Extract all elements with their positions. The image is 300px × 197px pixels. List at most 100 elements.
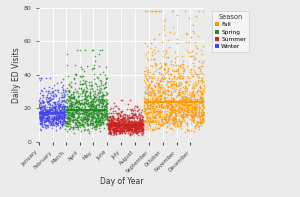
Point xyxy=(122,126,126,129)
Point xyxy=(101,113,106,116)
Point xyxy=(149,108,154,111)
Point xyxy=(90,121,95,125)
Point xyxy=(133,124,138,127)
Point xyxy=(115,112,119,115)
Point xyxy=(140,128,145,131)
Point xyxy=(132,129,137,132)
Point xyxy=(52,106,57,109)
Point xyxy=(133,129,138,132)
Point xyxy=(51,115,56,118)
Point xyxy=(178,81,183,84)
Point xyxy=(86,108,91,112)
Point xyxy=(122,118,126,121)
Point xyxy=(59,114,64,117)
Point xyxy=(124,113,129,116)
Point xyxy=(151,88,156,92)
Point xyxy=(38,120,43,123)
Point xyxy=(114,122,119,125)
Point xyxy=(84,110,89,113)
Point xyxy=(47,102,52,105)
Point xyxy=(160,90,165,93)
Point xyxy=(103,111,108,114)
Point xyxy=(134,128,139,131)
Point xyxy=(105,114,110,117)
Point xyxy=(70,115,74,118)
Point xyxy=(98,118,102,121)
Point xyxy=(144,83,148,86)
Point xyxy=(65,98,70,101)
Point xyxy=(149,99,154,102)
Point xyxy=(46,118,51,121)
Point xyxy=(145,102,150,105)
Point xyxy=(60,123,65,126)
Point xyxy=(183,102,188,105)
Point xyxy=(128,131,133,134)
Point xyxy=(76,121,81,124)
Point xyxy=(127,130,131,133)
Point xyxy=(47,108,52,111)
Point xyxy=(159,94,164,97)
Point xyxy=(69,95,74,98)
Point xyxy=(67,99,71,102)
Point xyxy=(48,107,52,111)
Point xyxy=(140,124,145,127)
Point xyxy=(120,121,125,124)
Point xyxy=(156,127,161,130)
Point xyxy=(198,101,203,105)
Point xyxy=(155,68,160,71)
Point xyxy=(145,10,149,13)
Point xyxy=(152,92,157,96)
Point xyxy=(67,103,71,106)
Point xyxy=(49,93,53,97)
Point xyxy=(61,108,66,111)
Point xyxy=(187,108,192,111)
Point xyxy=(63,94,68,97)
Point xyxy=(134,131,138,134)
Point xyxy=(56,105,61,108)
Point xyxy=(125,123,130,126)
Point xyxy=(179,105,184,108)
Point xyxy=(152,117,157,120)
Point xyxy=(183,86,188,89)
Point xyxy=(85,110,89,113)
Point xyxy=(80,74,85,78)
Point xyxy=(39,122,44,125)
Point xyxy=(200,112,205,115)
Point xyxy=(61,114,66,117)
Point xyxy=(164,125,169,129)
Point xyxy=(196,81,201,85)
Point xyxy=(99,121,103,124)
Point xyxy=(94,120,99,123)
Point xyxy=(98,120,102,123)
Point xyxy=(67,123,72,126)
Point xyxy=(175,106,180,110)
Point xyxy=(143,121,148,124)
Point xyxy=(88,103,93,107)
Point xyxy=(160,91,165,95)
Point xyxy=(102,105,107,108)
Point xyxy=(178,102,183,105)
Point xyxy=(82,109,87,112)
Point xyxy=(146,110,151,113)
Point xyxy=(68,126,73,129)
Point xyxy=(158,94,162,97)
Point xyxy=(128,128,133,131)
Point xyxy=(91,125,96,128)
Point xyxy=(107,127,112,130)
Point xyxy=(45,124,50,127)
Point xyxy=(62,105,67,108)
Point xyxy=(87,94,92,97)
Point xyxy=(71,131,76,135)
Point xyxy=(47,99,52,102)
Point xyxy=(72,116,77,119)
Point xyxy=(83,118,88,121)
Point xyxy=(132,129,137,132)
Point xyxy=(165,105,170,108)
Point xyxy=(165,115,170,118)
Point xyxy=(169,92,173,96)
Point xyxy=(149,91,154,94)
Point xyxy=(52,83,57,86)
Point xyxy=(88,121,92,125)
Point xyxy=(129,119,134,123)
Point xyxy=(40,105,45,108)
